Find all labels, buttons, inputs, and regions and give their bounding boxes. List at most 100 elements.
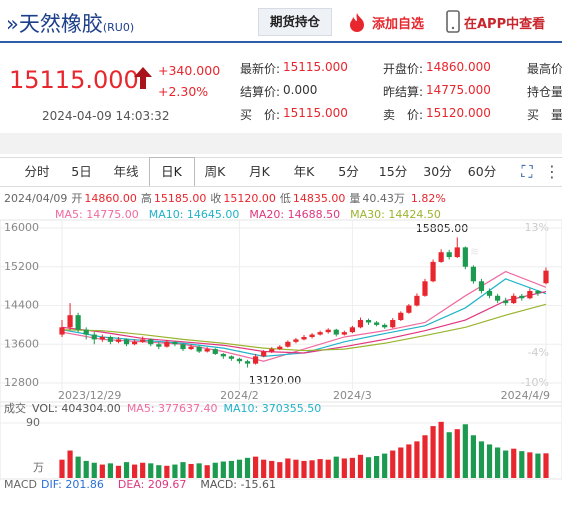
title-text: 天然橡胶 — [18, 12, 103, 36]
tab[interactable]: 60分 — [467, 164, 497, 179]
volume-bar — [349, 457, 355, 478]
volume-bar — [486, 444, 493, 478]
field-label: 开盘价: — [383, 62, 424, 76]
candle-body — [414, 295, 420, 306]
info-value: 15185.00 — [154, 192, 207, 205]
volume-bar — [236, 459, 243, 478]
volume-bar — [228, 460, 234, 478]
tab[interactable]: 5分 — [338, 164, 359, 179]
volume-bar — [67, 450, 73, 478]
volume-bar — [196, 463, 202, 478]
volume-bar — [390, 450, 396, 478]
candle-body — [115, 339, 122, 342]
x-tick-label: 2024/3 — [333, 389, 372, 402]
volume-bar — [269, 460, 275, 478]
volume-bar — [414, 441, 420, 478]
change: +340.000 — [158, 63, 221, 78]
candle-body — [188, 346, 194, 350]
volume-bar — [527, 452, 533, 478]
candle-body — [244, 361, 251, 364]
tab[interactable]: 月K — [249, 164, 270, 179]
volume-bar — [132, 464, 138, 478]
volume-bar — [333, 456, 339, 478]
open-app[interactable]: 在APP中查看 — [464, 17, 546, 32]
volume-bar — [341, 458, 347, 478]
volume-bar — [454, 429, 460, 478]
tab[interactable]: 周K — [204, 164, 226, 179]
volume-bar — [156, 465, 162, 478]
volume-bar — [357, 454, 364, 478]
volume-bar — [115, 465, 122, 478]
volume-bar — [365, 457, 372, 478]
up-arrow — [134, 67, 152, 89]
candle-body — [172, 341, 178, 345]
candle-body — [382, 324, 388, 328]
candle-body — [511, 295, 517, 304]
info-value: 40.43万 — [362, 192, 405, 205]
info-label: 收 — [210, 191, 221, 205]
volume-bar — [519, 451, 525, 478]
fire-icon — [350, 13, 364, 32]
holdings-button[interactable]: 期货持仓 — [258, 8, 332, 36]
separator — [0, 133, 562, 154]
ma-legend: MA5: 14775.00 MA10: 14645.00 MA20: 14688.5… — [55, 208, 441, 221]
candle-body — [75, 315, 81, 330]
pct-tick-label: -10% — [521, 376, 549, 389]
ma-legend-item: MA30: 14424.50 — [350, 208, 441, 221]
volume-bar — [148, 463, 154, 478]
volume-bar — [220, 461, 226, 478]
volume-bar — [325, 459, 331, 478]
field-value: 15115.000 — [283, 60, 348, 74]
title: »天然橡胶(RU0) — [6, 8, 134, 38]
change-pct: +2.30% — [158, 84, 209, 99]
candle-body — [325, 329, 331, 333]
volume-bar — [123, 462, 130, 478]
add-favorite[interactable]: 添加自选 — [372, 17, 425, 32]
x-tick-label: 2023/12/29 — [58, 389, 121, 402]
candle-body — [67, 315, 73, 328]
fullscreen-icon[interactable]: ⛶ — [521, 162, 533, 181]
y-tick-label: 90 — [26, 416, 40, 429]
volume-bar — [83, 460, 89, 478]
volume-bar — [495, 447, 501, 478]
volume-bar — [535, 453, 541, 478]
volume-legend-item: MA5: 377637.40 — [127, 402, 218, 415]
candle-body — [99, 336, 105, 340]
volume-bar — [438, 421, 444, 478]
candle-body — [390, 320, 396, 328]
tab[interactable]: 年K — [293, 164, 315, 179]
more-icon[interactable]: ⋮ — [544, 162, 560, 181]
volume-bar — [293, 459, 299, 478]
y-tick-label: 13600 — [4, 337, 39, 350]
tab[interactable]: 年线 — [113, 164, 139, 179]
candle-body — [261, 351, 267, 357]
field-value: 15115.000 — [283, 106, 348, 120]
field-value: 14860.000 — [426, 60, 491, 74]
volume-bar — [301, 460, 307, 478]
candle-body — [212, 349, 218, 354]
tab[interactable]: 15分 — [378, 164, 408, 179]
quote-time: 2024-04-09 14:03:32 — [42, 109, 170, 123]
y-tick-label: 14400 — [4, 299, 39, 312]
tab[interactable]: 分时 — [24, 164, 50, 179]
tab[interactable]: 5日 — [71, 164, 92, 179]
volume-bar — [107, 463, 113, 478]
candle-body — [503, 300, 509, 304]
macd-legend-item: DEA: 209.67 — [118, 478, 186, 491]
candle-body — [486, 290, 493, 296]
candle-body — [59, 327, 65, 335]
info-label: 量 — [349, 192, 360, 205]
candle-body — [132, 341, 138, 345]
tab[interactable]: 30分 — [423, 164, 452, 179]
price-panel — [0, 219, 562, 407]
candle-body — [156, 344, 162, 347]
tab[interactable]: 日K — [148, 157, 195, 186]
volume-bar — [309, 460, 315, 478]
field-label: 结算价: — [240, 85, 281, 99]
candle-body — [83, 329, 89, 335]
y-tick-label: 16000 — [4, 221, 39, 234]
field-value: 14775.000 — [426, 83, 491, 97]
prefix: » — [6, 12, 19, 36]
candle-body — [180, 344, 186, 350]
candle-body — [446, 252, 452, 258]
